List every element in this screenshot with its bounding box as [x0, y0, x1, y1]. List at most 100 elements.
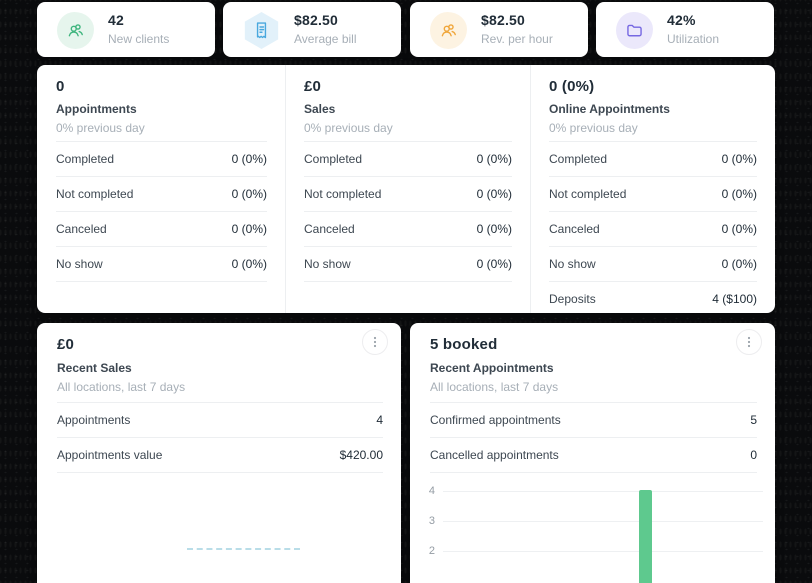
stat-value: 0 [56, 78, 65, 95]
recent-sales-title: Recent Sales [57, 361, 132, 375]
daily-stats-panel: 0 Appointments 0% previous day Completed… [37, 65, 775, 313]
stat-row-label: Not completed [549, 187, 627, 201]
receipt-icon [244, 12, 279, 49]
appointments-bar-chart: 4 3 2 [410, 478, 775, 583]
kpi-label: New clients [108, 32, 170, 46]
stat-row-label: Canceled [549, 222, 600, 236]
recent-sales-value: £0 [57, 336, 75, 353]
stat-row-label: No show [56, 257, 103, 271]
stat-row-value: 0 (0%) [721, 257, 757, 271]
stat-row-label: No show [304, 257, 351, 271]
stat-row-label: Not completed [56, 187, 134, 201]
stat-row-value: 0 (0%) [721, 187, 757, 201]
stat-row-label: Deposits [549, 292, 596, 306]
kpi-card-rev-per-hour: $82.50 Rev. per hour [410, 2, 588, 57]
people-icon [57, 12, 94, 49]
stat-row-value: 0 (0%) [721, 152, 757, 166]
stat-row-label: Canceled [56, 222, 107, 236]
stat-row-value: 0 (0%) [476, 222, 512, 236]
stat-row-label: No show [549, 257, 596, 271]
recent-appointments-value: 5 booked [430, 336, 498, 353]
recent-appointments-subtitle: All locations, last 7 days [430, 380, 559, 394]
stat-row: Completed 0 (0%) [304, 141, 512, 176]
stats-column-online-appointments: 0 (0%) Online Appointments 0% previous d… [530, 65, 775, 313]
summary-row-label: Appointments value [57, 448, 163, 462]
stat-row: Canceled 0 (0%) [304, 211, 512, 246]
stat-row-label: Completed [549, 152, 608, 166]
stat-row: Canceled 0 (0%) [549, 211, 757, 246]
stat-value: 0 (0%) [549, 78, 595, 95]
kpi-card-new-clients: 42 New clients [37, 2, 215, 57]
stat-row: Completed 0 (0%) [56, 141, 267, 176]
stat-row-value: 0 (0%) [231, 257, 267, 271]
stat-subtitle: 0% previous day [549, 121, 638, 135]
stat-subtitle: 0% previous day [56, 121, 145, 135]
summary-row: Confirmed appointments 5 [430, 402, 757, 437]
y-axis-tick: 2 [428, 545, 435, 557]
stat-row-label: Completed [56, 152, 115, 166]
summary-row-label: Cancelled appointments [430, 448, 559, 462]
stat-row: Not completed 0 (0%) [549, 176, 757, 211]
stat-row: Deposits 4 ($100) [549, 281, 757, 316]
gridline [443, 551, 763, 552]
stat-title: Sales [304, 102, 336, 116]
gridline [443, 491, 763, 492]
kpi-value: $82.50 [481, 12, 526, 28]
summary-row-value: 5 [750, 413, 757, 427]
summary-row-value: $420.00 [339, 448, 383, 462]
people-icon [430, 12, 467, 49]
stat-row-value: 0 (0%) [231, 187, 267, 201]
stats-column-appointments: 0 Appointments 0% previous day Completed… [37, 65, 285, 313]
stat-title: Online Appointments [549, 102, 670, 116]
stat-row: No show 0 (0%) [56, 246, 267, 282]
recent-appointments-title: Recent Appointments [430, 361, 554, 375]
summary-row: Cancelled appointments 0 [430, 437, 757, 473]
kpi-label: Average bill [294, 32, 357, 46]
stat-row-value: 0 (0%) [476, 257, 512, 271]
chart-bar [639, 490, 652, 583]
gridline [443, 521, 763, 522]
kpi-value: $82.50 [294, 12, 339, 28]
summary-row-label: Confirmed appointments [430, 413, 561, 427]
stat-row-label: Canceled [304, 222, 355, 236]
folder-icon [616, 12, 653, 49]
summary-row-label: Appointments [57, 413, 131, 427]
kebab-menu-icon[interactable] [362, 329, 388, 355]
stat-row-value: 0 (0%) [721, 222, 757, 236]
summary-row: Appointments 4 [57, 402, 383, 437]
stat-row: Not completed 0 (0%) [304, 176, 512, 211]
kpi-card-average-bill: $82.50 Average bill [223, 2, 401, 57]
stat-subtitle: 0% previous day [304, 121, 393, 135]
stat-row: Canceled 0 (0%) [56, 211, 267, 246]
stat-row-value: 0 (0%) [231, 222, 267, 236]
kpi-value: 42% [667, 12, 696, 28]
stat-row-label: Completed [304, 152, 363, 166]
stat-row: No show 0 (0%) [549, 246, 757, 281]
stat-row-label: Not completed [304, 187, 382, 201]
y-axis-tick: 4 [428, 485, 435, 497]
kpi-card-utilization: 42% Utilization [596, 2, 774, 57]
stat-row: No show 0 (0%) [304, 246, 512, 282]
summary-row: Appointments value $420.00 [57, 437, 383, 473]
stat-row: Not completed 0 (0%) [56, 176, 267, 211]
stats-column-sales: £0 Sales 0% previous day Completed 0 (0%… [285, 65, 530, 313]
stat-row: Completed 0 (0%) [549, 141, 757, 176]
stat-title: Appointments [56, 102, 137, 116]
recent-sales-subtitle: All locations, last 7 days [57, 380, 186, 394]
stat-row-value: 0 (0%) [476, 187, 512, 201]
stat-row-value: 0 (0%) [476, 152, 512, 166]
stat-row-value: 4 ($100) [712, 292, 757, 306]
kpi-label: Rev. per hour [481, 32, 553, 46]
divider [530, 65, 531, 313]
stat-value: £0 [304, 78, 322, 95]
empty-chart-dashed-line [187, 548, 300, 550]
summary-row-value: 4 [376, 413, 383, 427]
y-axis-tick: 3 [428, 515, 435, 527]
kebab-menu-icon[interactable] [736, 329, 762, 355]
kpi-label: Utilization [667, 32, 720, 46]
summary-row-value: 0 [750, 448, 757, 462]
recent-appointments-card: 5 booked Recent Appointments All locatio… [410, 323, 775, 583]
recent-sales-card: £0 Recent Sales All locations, last 7 da… [37, 323, 401, 583]
divider [285, 65, 286, 313]
